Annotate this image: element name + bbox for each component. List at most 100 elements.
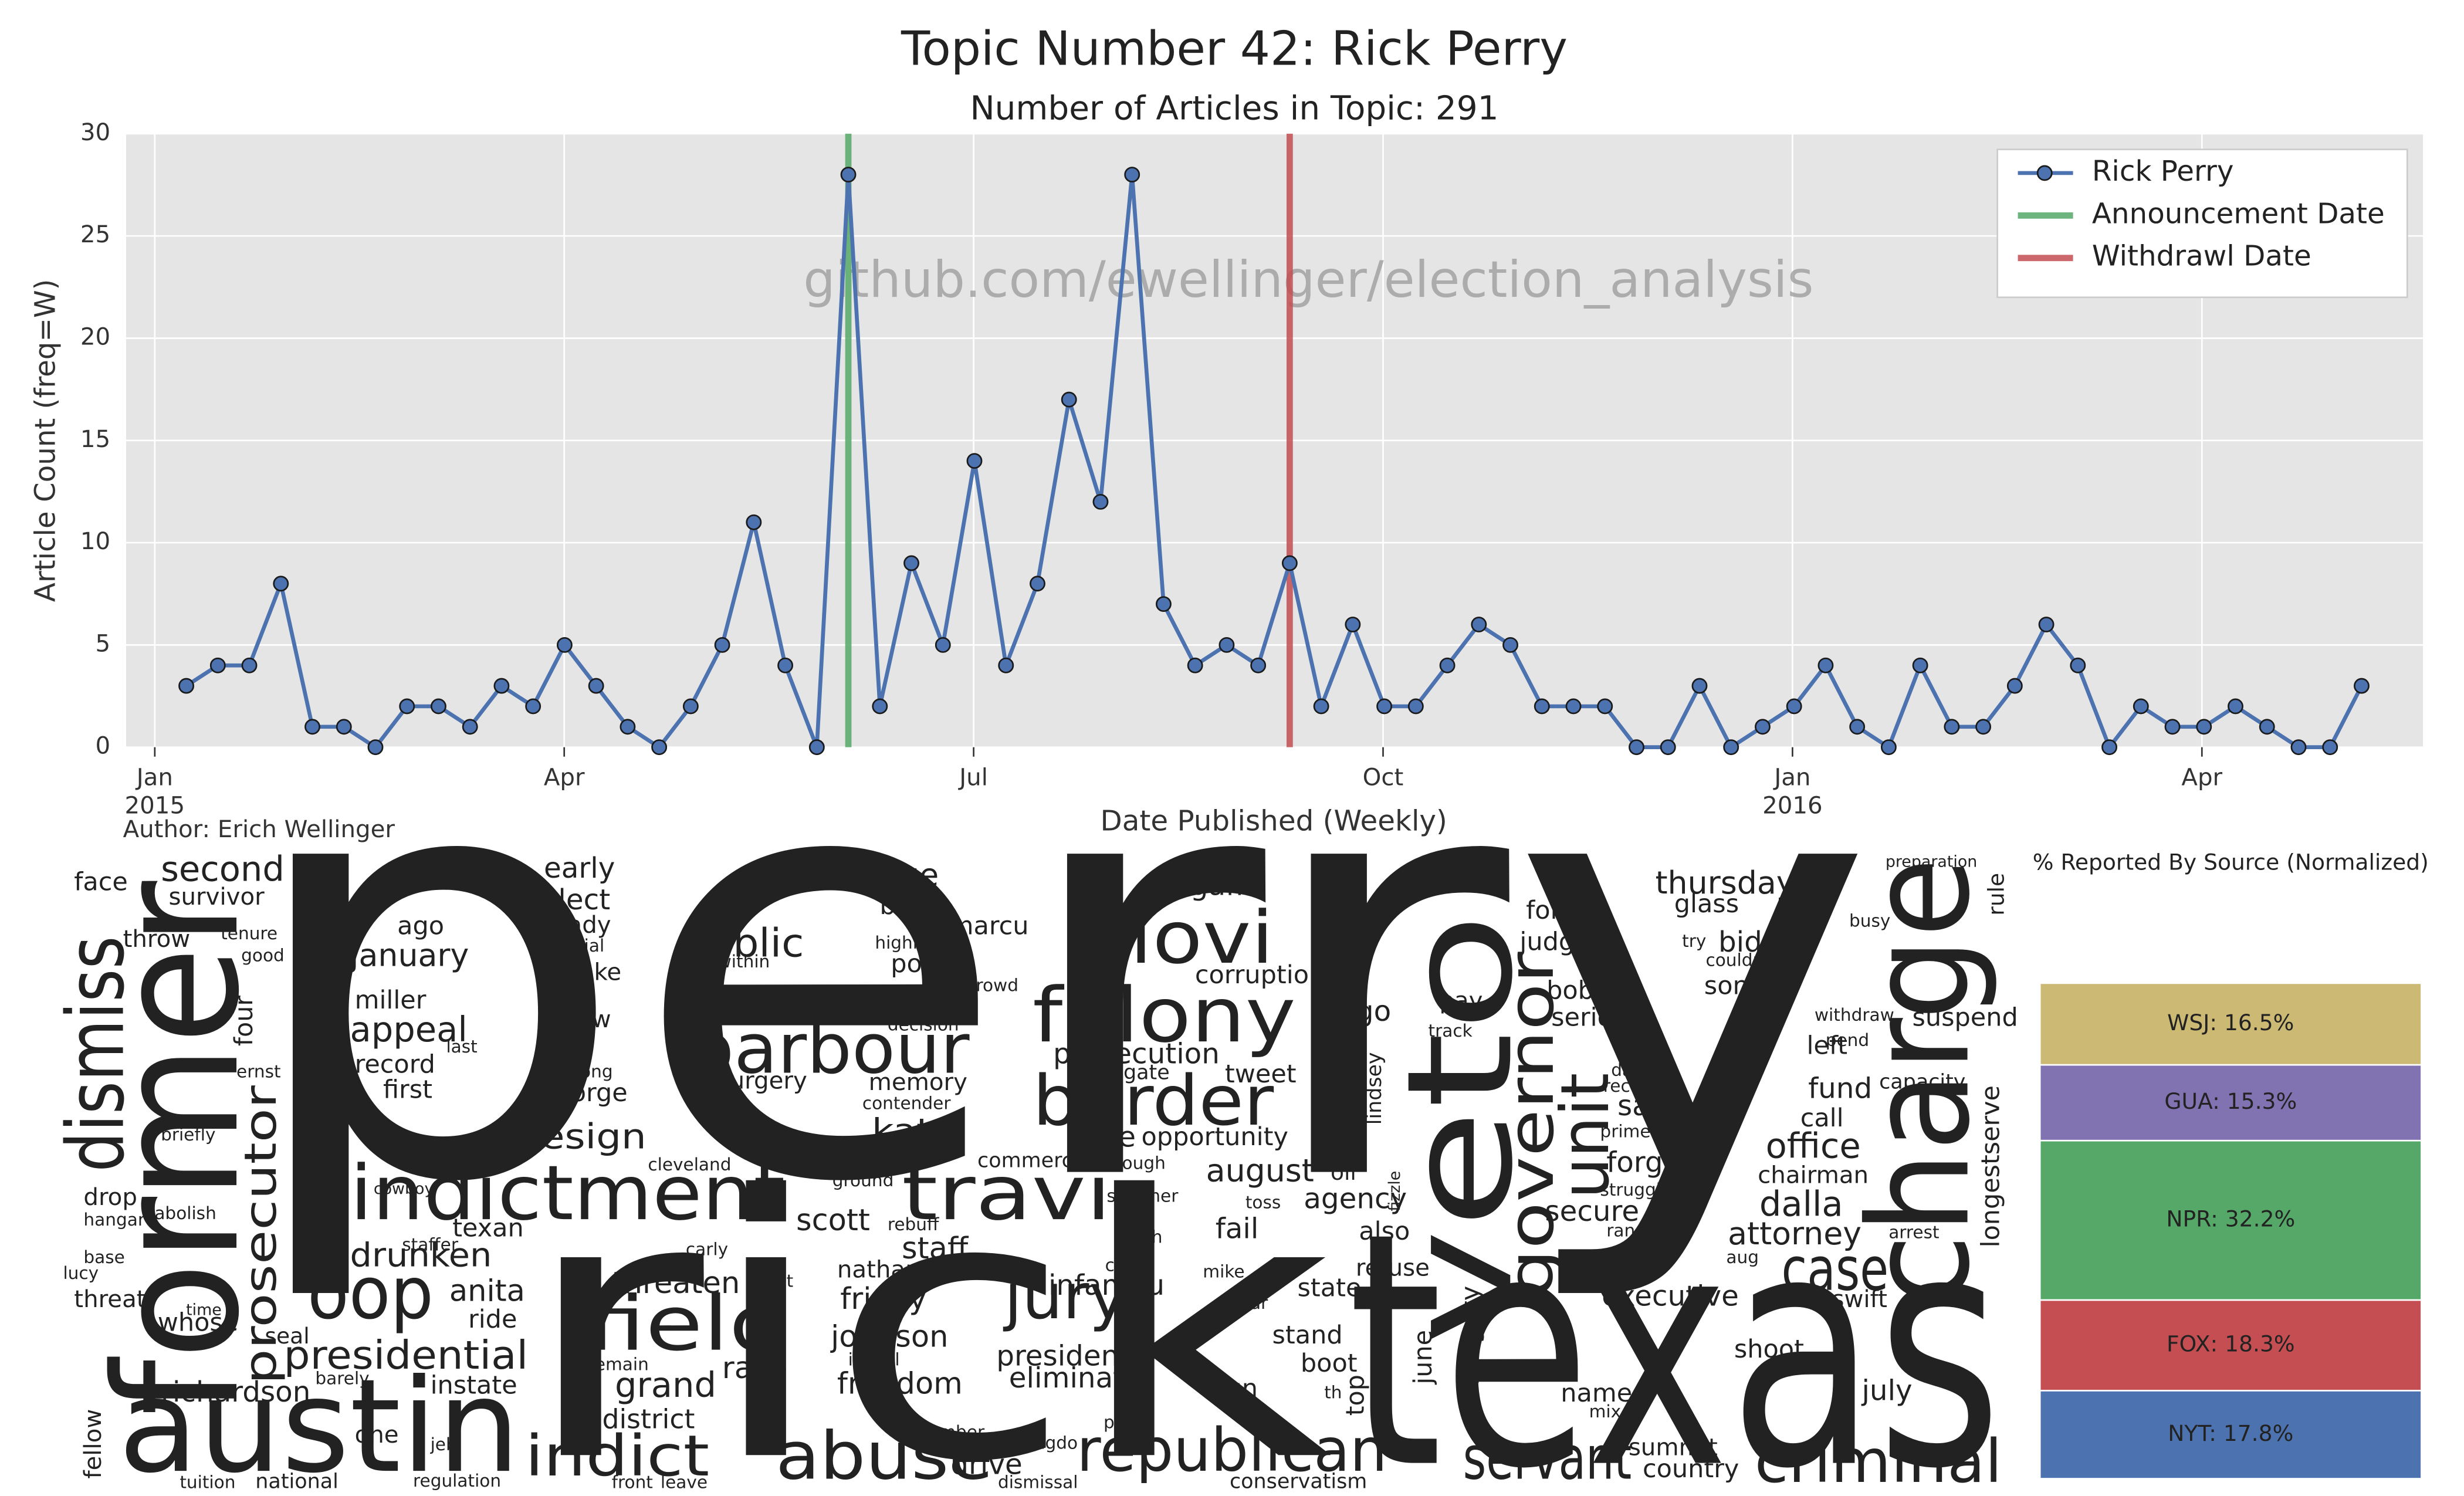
cloud-word: face [74, 868, 128, 897]
chart-title: Topic Number 42: Rick Perry [901, 21, 1568, 76]
cloud-word: first [383, 1075, 432, 1105]
cloud-word: grand [615, 1365, 716, 1405]
cloud-word: cleveland [648, 1155, 731, 1175]
x-tick-label: Jan [135, 764, 173, 791]
chart-subtitle: Number of Articles in Topic: 291 [970, 89, 1498, 127]
cloud-word: marcu [949, 912, 1029, 941]
data-point [808, 739, 825, 756]
x-tick-label: Jan [1772, 764, 1810, 791]
segment-label: NYT: 17.8% [2168, 1420, 2293, 1446]
y-axis-label: Article Count (freq=W) [29, 279, 62, 603]
cloud-word: field [587, 1280, 788, 1368]
cloud-word: staffer [402, 1235, 459, 1255]
legend-label: Withdrawl Date [2092, 240, 2311, 273]
cloud-word: felony [1033, 972, 1296, 1060]
x-tick-label: Jul [957, 764, 988, 791]
watermark: github.com/ewellinger/election_analysis [803, 251, 1813, 309]
cloud-word: attorney [1728, 1215, 1861, 1252]
cloud-word: jury [1003, 1260, 1128, 1333]
data-point [2070, 657, 2086, 673]
cloud-word: drop [83, 1184, 137, 1211]
cloud-word: drunken [350, 1237, 492, 1275]
data-point [1944, 719, 1960, 735]
cloud-word: one [355, 1421, 399, 1448]
data-point [2196, 719, 2212, 735]
cloud-word: ready [544, 912, 611, 939]
cloud-word: make [557, 959, 622, 986]
cloud-word: barbour [689, 1008, 970, 1089]
data-point [1281, 555, 1298, 571]
cloud-word: july [1861, 1374, 1913, 1407]
y-tick-label: 5 [95, 630, 110, 657]
data-point [1912, 657, 1928, 673]
cloud-word: fund [1808, 1072, 1872, 1105]
data-point [1219, 637, 1235, 653]
cloud-word: power [891, 949, 969, 979]
cloud-word: try [1682, 931, 1706, 951]
data-point [1187, 657, 1203, 673]
cloud-word: da [1611, 1060, 1633, 1080]
cloud-word: low [571, 1006, 611, 1033]
cloud-word: indict [525, 1423, 709, 1489]
data-point [304, 719, 320, 735]
cloud-word: special [544, 936, 604, 956]
data-line [185, 174, 2364, 752]
cloud-word: commerce [977, 1149, 1085, 1173]
cloud-word: stand [1272, 1321, 1343, 1350]
cloud-word: executive [1602, 1280, 1739, 1313]
cloud-word: race [722, 1351, 788, 1386]
data-point [431, 698, 446, 715]
cloud-word: survivor [169, 884, 265, 911]
cloud-word: recent [1603, 1076, 1659, 1096]
cloud-word: good [241, 945, 285, 965]
cloud-word: lindsey [1363, 1052, 1386, 1125]
bar-title: % Reported By Source (Normalized) [2033, 849, 2429, 875]
cloud-word: cowboy [374, 1180, 434, 1198]
cloud-word: ride [468, 1305, 517, 1334]
data-point [966, 453, 983, 469]
cloud-word: gaffe [1190, 869, 1263, 902]
cloud-word: creek [1105, 1255, 1153, 1275]
cloud-word: toss [1245, 1192, 1281, 1212]
cloud-word: anita [449, 1274, 525, 1309]
cloud-word: johnson [830, 1319, 948, 1354]
data-point [1817, 657, 1834, 673]
cloud-word: instate [431, 1371, 517, 1400]
cloud-word: office [1766, 1126, 1861, 1166]
cloud-word: thursday [1655, 864, 1795, 901]
cloud-word: prosecution [1053, 1038, 1220, 1071]
cloud-word: th [1324, 1383, 1342, 1403]
x-year-label: 2016 [1762, 793, 1823, 820]
cloud-word: rule [1983, 873, 2009, 916]
data-point [620, 719, 636, 735]
cloud-word: last [446, 1037, 477, 1057]
cloud-word: shoot [1734, 1335, 1804, 1364]
cloud-word: corruption [1195, 960, 1325, 990]
data-point [2228, 698, 2243, 715]
cloud-word: border [1033, 1060, 1274, 1141]
cloud-word: wrongdo [1003, 1433, 1078, 1453]
cloud-word: presidential [284, 1332, 529, 1378]
data-point [399, 698, 415, 715]
cloud-word: early [544, 852, 615, 885]
data-point [714, 637, 730, 653]
cloud-word: appeal [350, 1009, 468, 1050]
cloud-word: track [1429, 1021, 1473, 1041]
cloud-word: jeb [430, 1434, 457, 1454]
cloud-word: record [355, 1050, 435, 1079]
cloud-word: back [879, 891, 939, 920]
cloud-word: pay [1439, 987, 1483, 1014]
data-point [1471, 617, 1487, 632]
data-point [462, 719, 478, 735]
data-point [1723, 739, 1739, 756]
cloud-word: criminal [1755, 1427, 2002, 1496]
cloud-word: oop [307, 1251, 434, 1336]
bar-segment [2039, 1299, 2422, 1392]
cloud-word: arrest [1888, 1222, 1939, 1242]
cloud-word: within [717, 952, 770, 972]
cloud-word: rick [520, 1119, 1332, 1496]
data-point [935, 637, 951, 653]
data-point [273, 576, 289, 592]
cloud-word: secure [1545, 1195, 1639, 1228]
legend-label: Announcement Date [2092, 197, 2385, 230]
